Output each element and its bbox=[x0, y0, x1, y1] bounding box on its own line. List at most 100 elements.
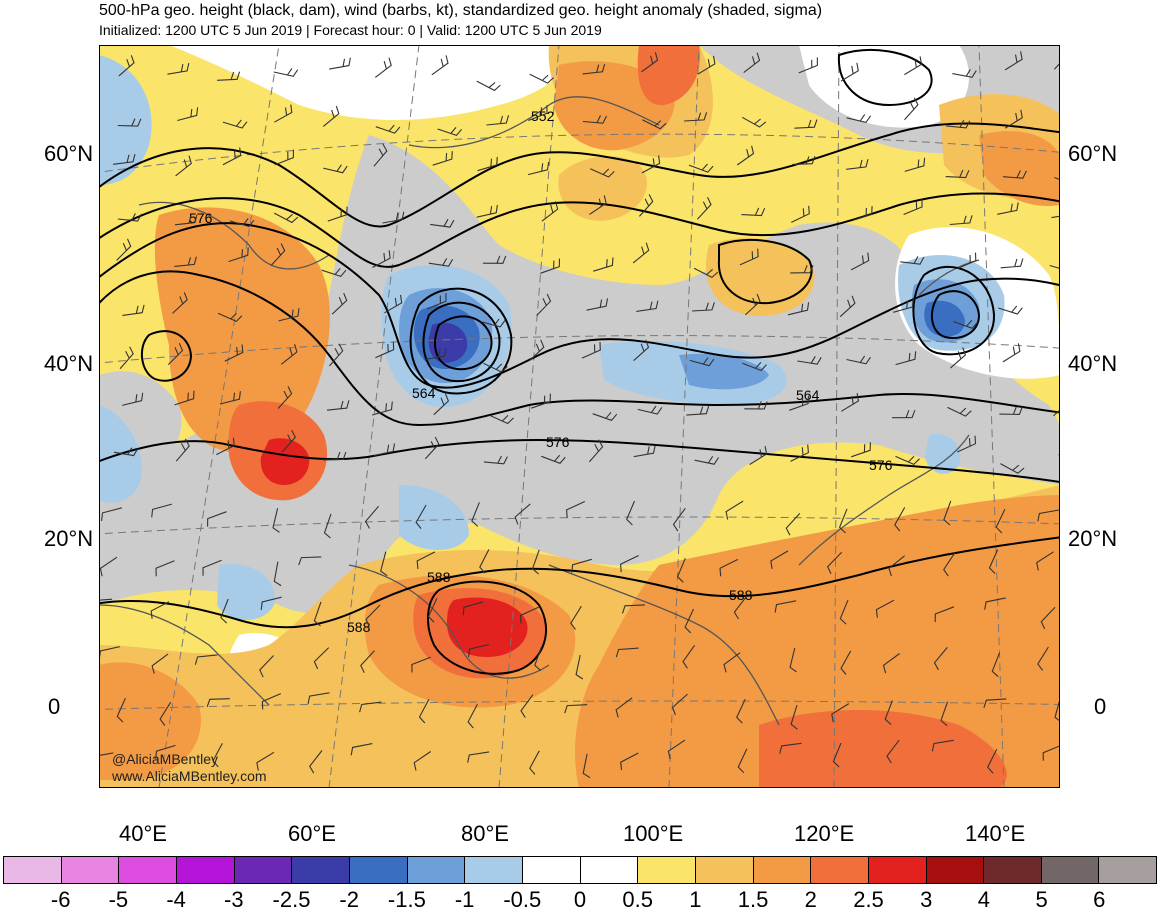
wind-barb bbox=[694, 455, 720, 465]
map-canvas: 552 576 564 564 576 576 588 588 588 bbox=[99, 45, 1060, 788]
lon-label: 60°E bbox=[288, 821, 336, 846]
wind-barb bbox=[174, 390, 195, 406]
wind-barb bbox=[1004, 51, 1023, 71]
lat-label-left: 40°N bbox=[44, 351, 94, 376]
wind-barb bbox=[839, 599, 849, 625]
wind-barb bbox=[789, 395, 809, 411]
wind-barb bbox=[641, 52, 659, 73]
wind-barb bbox=[321, 268, 347, 278]
wind-barb bbox=[1002, 170, 1027, 179]
wind-barb bbox=[360, 650, 375, 673]
colorbar-swatch bbox=[61, 857, 120, 883]
contour-label: 588 bbox=[427, 569, 451, 585]
wind-barb bbox=[380, 551, 388, 577]
lat-label-left: 0 bbox=[48, 694, 61, 719]
wind-barb bbox=[931, 739, 954, 752]
wind-barb bbox=[894, 507, 906, 532]
wind-barb bbox=[206, 698, 230, 707]
wind-barb bbox=[904, 97, 919, 121]
wind-barb bbox=[564, 704, 588, 714]
wind-barb bbox=[682, 644, 696, 669]
colorbar-label: -2.5 bbox=[272, 887, 311, 912]
wind-barb bbox=[684, 608, 694, 634]
wind-barb bbox=[256, 751, 275, 771]
wind-barb bbox=[172, 292, 188, 314]
wind-barb bbox=[988, 549, 999, 574]
wind-barb bbox=[116, 238, 132, 261]
wind-barb bbox=[957, 435, 977, 453]
wind-barb bbox=[541, 201, 559, 222]
wind-barb bbox=[741, 207, 766, 217]
wind-barb bbox=[691, 302, 715, 312]
wind-barb bbox=[217, 312, 243, 323]
wind-barb bbox=[831, 703, 850, 723]
wind-barb bbox=[309, 750, 323, 774]
wind-barb bbox=[374, 57, 392, 78]
wind-barb bbox=[350, 743, 373, 756]
contour-label: 588 bbox=[729, 587, 753, 603]
colorbar-swatch bbox=[119, 857, 177, 883]
pos2-southeast bbox=[759, 710, 1007, 788]
wind-barb bbox=[99, 556, 118, 577]
wind-barb bbox=[794, 119, 818, 129]
wind-barb bbox=[615, 647, 639, 658]
wind-barb bbox=[621, 604, 646, 614]
lat-label-right: 60°N bbox=[1068, 141, 1118, 166]
wind-barb bbox=[671, 693, 688, 716]
wind-barb bbox=[633, 445, 656, 458]
wind-barb bbox=[415, 504, 427, 529]
wind-barb bbox=[529, 73, 554, 84]
wind-barb bbox=[741, 116, 767, 128]
lat-label-left: 60°N bbox=[44, 141, 94, 166]
wind-barb bbox=[588, 439, 604, 463]
wind-barb bbox=[259, 655, 274, 678]
wind-barb bbox=[945, 169, 970, 179]
white-region-northwest bbox=[99, 45, 579, 120]
wind-barb bbox=[566, 501, 586, 518]
pos15-southwest bbox=[99, 662, 201, 780]
wind-barb bbox=[719, 558, 739, 577]
wind-barb bbox=[329, 57, 351, 70]
wind-barb bbox=[467, 751, 490, 763]
wind-barb bbox=[841, 393, 860, 412]
wind-barb bbox=[482, 255, 507, 264]
wind-barb bbox=[723, 652, 741, 673]
contour-label: 588 bbox=[347, 619, 371, 635]
lon-label: 120°E bbox=[794, 821, 855, 846]
colorbar-label: -6 bbox=[50, 887, 71, 912]
wind-barb bbox=[736, 698, 746, 724]
wind-barb bbox=[779, 742, 802, 754]
wind-barb bbox=[832, 742, 842, 768]
wind-barb bbox=[418, 699, 430, 724]
colorbar-swatch bbox=[811, 857, 869, 883]
wind-barb bbox=[792, 156, 816, 165]
gray-region-central bbox=[99, 135, 1060, 613]
wind-barb bbox=[359, 701, 382, 713]
wind-barb bbox=[323, 451, 347, 461]
neg-patch-9 bbox=[925, 434, 960, 474]
wind-barb bbox=[590, 168, 615, 178]
wind-barb bbox=[433, 393, 450, 416]
wind-barb bbox=[228, 247, 249, 263]
colorbar-label: 5 bbox=[1035, 887, 1048, 912]
wind-barb bbox=[638, 194, 654, 217]
wind-barb bbox=[477, 156, 498, 172]
wind-barb bbox=[642, 119, 667, 130]
colorbar-swatch bbox=[522, 857, 581, 883]
wind-barb bbox=[893, 298, 914, 313]
wind-barb bbox=[298, 556, 322, 566]
wind-barb bbox=[884, 700, 893, 726]
wind-barb bbox=[875, 599, 895, 618]
wind-barb bbox=[581, 341, 601, 359]
wind-barb bbox=[850, 252, 870, 271]
wind-barb bbox=[528, 105, 548, 122]
wind-barb bbox=[797, 356, 822, 365]
anomaly-map: 552 576 564 564 576 576 588 588 588 bbox=[99, 45, 1060, 788]
wind-barb bbox=[217, 71, 241, 81]
wind-barb bbox=[529, 750, 540, 775]
wind-barb bbox=[667, 739, 686, 760]
white-region-north bbox=[799, 45, 969, 128]
wind-barb bbox=[116, 697, 126, 723]
wind-barb bbox=[273, 212, 299, 224]
wind-barb bbox=[672, 507, 686, 532]
